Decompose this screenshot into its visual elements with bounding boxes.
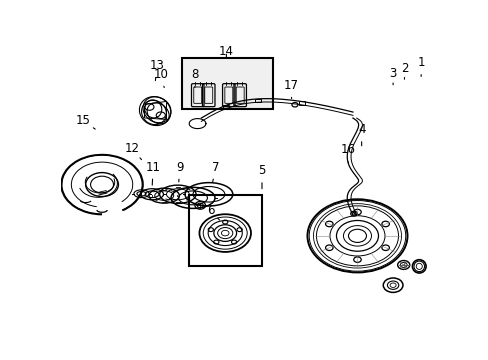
Text: 8: 8 — [191, 68, 198, 87]
Bar — [223, 105, 228, 109]
Bar — [182, 58, 273, 109]
Text: 2: 2 — [400, 62, 407, 79]
Text: 11: 11 — [145, 161, 161, 185]
Text: 5: 5 — [258, 164, 265, 189]
Text: 1: 1 — [417, 56, 424, 76]
Bar — [298, 102, 304, 105]
Text: 6: 6 — [207, 204, 219, 220]
Text: 10: 10 — [153, 68, 168, 87]
Bar — [189, 195, 262, 266]
Text: 15: 15 — [76, 114, 95, 129]
Text: 9: 9 — [176, 161, 183, 182]
Text: 17: 17 — [284, 79, 299, 99]
Text: 13: 13 — [149, 59, 164, 81]
Bar — [255, 99, 261, 102]
Text: 16: 16 — [340, 143, 355, 163]
Text: 3: 3 — [388, 67, 396, 85]
Text: 12: 12 — [124, 142, 141, 159]
Text: 14: 14 — [219, 45, 233, 58]
Text: 4: 4 — [357, 123, 365, 146]
Text: 7: 7 — [212, 161, 219, 182]
